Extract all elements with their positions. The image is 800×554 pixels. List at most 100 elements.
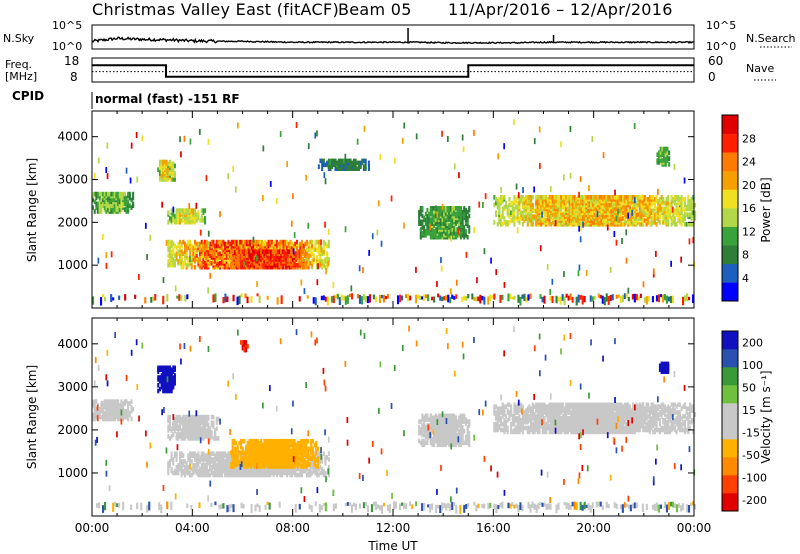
power-cell [160, 163, 163, 169]
power-cell [299, 241, 302, 247]
power-cell [482, 202, 484, 208]
power-cell [202, 218, 205, 223]
power-cell [293, 251, 296, 256]
power-cell [317, 239, 320, 245]
power-cell [324, 264, 327, 270]
power-cell [105, 205, 108, 210]
power-cell [316, 255, 319, 260]
power-cell [426, 207, 429, 213]
power-cell [289, 239, 292, 245]
power-ground-cell [577, 294, 580, 303]
power-cell [214, 243, 217, 249]
power-cell [314, 239, 317, 245]
power-cell [307, 261, 310, 266]
power-cell [423, 225, 426, 230]
power-cell [359, 160, 362, 166]
power-cell [351, 160, 354, 166]
power-ground-cell [326, 296, 329, 306]
power-cell [173, 177, 176, 182]
power-cell [473, 227, 475, 234]
power-cell [631, 209, 633, 216]
power-ground-cell [453, 296, 456, 300]
power-cell [301, 249, 304, 254]
power-cell [102, 191, 105, 197]
power-ground-cell [152, 296, 155, 302]
power-cell [305, 251, 308, 256]
power-cell [331, 164, 334, 169]
power-ground-cell [491, 295, 494, 299]
power-cell [356, 160, 359, 166]
power-ground-cell [348, 293, 351, 297]
power-cell [324, 257, 327, 262]
power-cell [177, 259, 180, 264]
power-ground-cell [671, 295, 674, 304]
power-cell [655, 250, 657, 257]
power-cell [275, 239, 278, 245]
power-cell [277, 245, 280, 251]
power-cell [232, 239, 235, 245]
power-cell [179, 136, 181, 143]
power-cell [192, 245, 195, 251]
power-cell [517, 192, 520, 199]
power-cell [339, 158, 342, 164]
power-ground-cell [473, 296, 476, 301]
power-cell [531, 195, 534, 200]
power-cell [251, 253, 254, 258]
power-cell [424, 233, 427, 238]
power-cell [95, 195, 98, 201]
power-cell [172, 218, 175, 223]
power-cell [292, 243, 295, 249]
power-colorbar-segment [722, 170, 738, 190]
power-cell [327, 239, 330, 245]
power-cell [427, 217, 430, 223]
power-cell [118, 199, 121, 205]
power-cell [184, 208, 187, 213]
power-ground-cell [379, 295, 382, 303]
power-cell [563, 174, 565, 181]
power-cell [100, 197, 103, 203]
power-ground-cell [344, 296, 347, 305]
power-cell [301, 262, 304, 268]
power-cell [190, 208, 193, 213]
power-cell [185, 247, 188, 253]
power-cell [180, 218, 183, 223]
power-cell [625, 229, 628, 236]
power-cell [331, 158, 334, 164]
power-cell [207, 241, 210, 248]
power-cell [123, 201, 126, 207]
power-cell [245, 261, 248, 266]
power-cell [606, 224, 609, 231]
power-ground-cell [322, 295, 325, 301]
power-cell [602, 152, 605, 159]
chart-title: Christmas Valley East (fitACF) [92, 0, 339, 19]
power-ground-cell [659, 294, 662, 298]
power-cell [329, 164, 332, 169]
power-cell [322, 160, 325, 167]
power-cell [232, 165, 234, 172]
power-ground-cell [419, 295, 422, 300]
power-cell [177, 208, 180, 213]
power-cell [180, 255, 183, 260]
power-ground-cell [541, 296, 544, 303]
power-cell [361, 158, 364, 164]
power-cell [418, 209, 421, 215]
power-cell [551, 278, 554, 285]
power-cell [316, 239, 319, 245]
power-cell [314, 243, 317, 249]
power-cell [341, 158, 344, 164]
power-cell [344, 226, 347, 233]
power-cell [265, 241, 268, 247]
cpid-text: normal (fast) -151 RF [95, 92, 240, 106]
power-ground-cell [298, 296, 301, 302]
power-cell [349, 166, 352, 171]
power-cell [168, 216, 171, 221]
power-ground-cell [605, 293, 608, 302]
velocity-cell [215, 426, 218, 431]
power-cell [278, 249, 281, 254]
nsearch-tick-bottom: 10^0 [706, 40, 736, 53]
power-cell [539, 245, 542, 252]
velocity-cell [173, 365, 176, 371]
power-cell [296, 239, 299, 245]
power-ground-cell [409, 295, 412, 301]
power-ground-cell [154, 294, 157, 301]
